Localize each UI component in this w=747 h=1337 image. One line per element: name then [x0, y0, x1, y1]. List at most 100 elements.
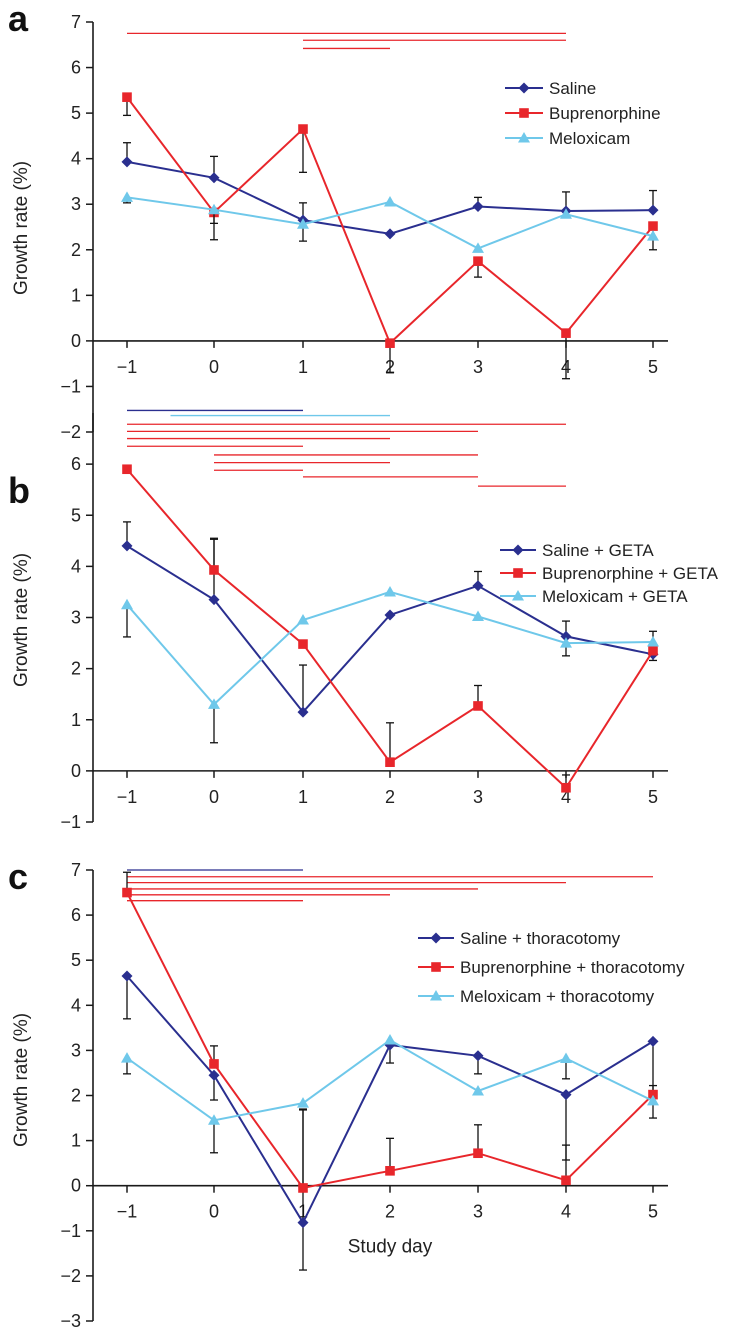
legend-entry: Buprenorphine [549, 104, 661, 123]
x-tick-label: 2 [385, 787, 395, 807]
legend-entry: Saline [549, 79, 596, 98]
data-point [208, 698, 220, 709]
x-axis-label: Study day [348, 1237, 433, 1258]
data-point [560, 1089, 572, 1101]
data-point [472, 580, 484, 592]
data-point [648, 645, 658, 656]
data-point [560, 208, 572, 219]
data-point [121, 156, 133, 168]
data-point [648, 221, 658, 231]
legend: Saline + thoracotomy Buprenorphine + thor… [418, 929, 685, 1006]
x-tick-label: 2 [385, 1202, 395, 1222]
y-tick-label: −3 [60, 1311, 81, 1331]
x-tick-label: 4 [561, 787, 571, 807]
data-point [208, 594, 220, 606]
y-tick-label: 5 [71, 950, 81, 970]
data-point [122, 464, 132, 475]
legend-marker [518, 82, 530, 94]
data-point [561, 782, 571, 793]
series-1 [121, 142, 659, 240]
data-point [297, 614, 309, 625]
chart-panel-b: b −1 0 1 2 3 4 5 6 Growth rate (%) −1 0 1 2 3 4 5 Saline … [8, 409, 719, 832]
y-axis-label: Growth rate (%) [11, 1013, 32, 1147]
data-point [208, 172, 220, 184]
data-point [472, 242, 484, 253]
y-tick-label: 6 [71, 905, 81, 925]
x-tick-label: 0 [209, 787, 219, 807]
y-tick-label: 5 [71, 505, 81, 525]
y-tick-label: 1 [71, 1131, 81, 1151]
y-tick-label: 4 [71, 556, 81, 576]
series-3 [121, 585, 659, 744]
x-tick-label: 5 [648, 1202, 658, 1222]
y-tick-label: 1 [71, 285, 81, 305]
legend-marker [512, 544, 524, 556]
y-axis-label: Growth rate (%) [11, 553, 32, 687]
y-tick-label: −1 [60, 812, 81, 832]
x-tick-label: 1 [298, 787, 308, 807]
data-point [121, 1052, 133, 1063]
y-tick-label: 2 [71, 659, 81, 679]
y-tick-label: 2 [71, 1086, 81, 1106]
data-point [648, 1089, 658, 1100]
y-tick-label: 6 [71, 58, 81, 78]
data-point [647, 230, 659, 241]
x-tick-label: 0 [209, 357, 219, 377]
legend-marker [430, 990, 442, 1001]
x-tick-label: 3 [473, 787, 483, 807]
data-point [298, 124, 308, 134]
series-line [126, 590, 654, 706]
y-tick-label: −2 [60, 1266, 81, 1286]
x-tick-label: 5 [648, 787, 658, 807]
data-point [385, 338, 395, 348]
data-point [384, 195, 396, 207]
data-point [297, 706, 309, 718]
x-tick-label: −1 [117, 787, 138, 807]
y-tick-label: 3 [71, 608, 81, 628]
data-point [472, 1050, 484, 1062]
data-point [647, 636, 659, 647]
data-point [384, 228, 396, 240]
legend: Saline Buprenorphine Meloxicam [505, 79, 661, 148]
data-point [209, 565, 219, 575]
x-tick-label: −1 [117, 1202, 138, 1222]
y-tick-label: 0 [71, 761, 81, 781]
legend-marker [518, 132, 530, 143]
y-tick-label: 4 [71, 149, 81, 169]
data-point [561, 328, 571, 338]
y-tick-label: 5 [71, 103, 81, 123]
data-point [384, 609, 396, 621]
data-point [473, 1148, 483, 1159]
legend-marker [512, 590, 524, 601]
data-point [209, 1059, 219, 1069]
series-1 [121, 970, 659, 1271]
y-tick-label: 2 [71, 240, 81, 260]
panel-label: c [8, 856, 28, 897]
y-tick-label: 0 [71, 331, 81, 351]
y-tick-label: 0 [71, 1176, 81, 1196]
data-point [472, 1084, 484, 1096]
data-point [473, 701, 483, 711]
data-point [384, 585, 396, 597]
y-tick-label: 3 [71, 194, 81, 214]
data-point [121, 191, 133, 202]
data-point [297, 1217, 309, 1229]
x-tick-label: 3 [473, 357, 483, 377]
legend-entry: Saline + thoracotomy [460, 929, 621, 948]
legend-marker [431, 962, 441, 972]
y-tick-label: −1 [60, 1221, 81, 1241]
y-axis-label: Growth rate (%) [11, 161, 32, 295]
data-point [121, 598, 133, 610]
data-point [122, 92, 132, 102]
data-point [208, 1114, 220, 1125]
series-3 [121, 1034, 659, 1154]
data-point [297, 218, 309, 229]
series-2 [122, 871, 658, 1193]
y-tick-label: 6 [71, 454, 81, 474]
data-point [385, 1166, 395, 1176]
y-tick-label: −1 [60, 376, 81, 396]
data-point [472, 201, 484, 212]
x-tick-label: 4 [561, 1202, 571, 1222]
data-point [647, 1094, 659, 1106]
